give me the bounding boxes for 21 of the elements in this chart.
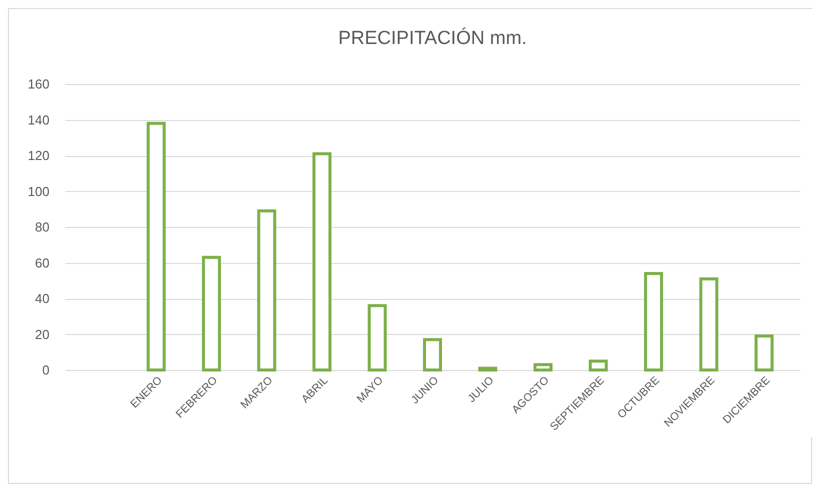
bar <box>368 304 387 372</box>
y-tick-label: 80 <box>35 220 50 234</box>
y-tick-label: 40 <box>35 291 50 306</box>
bar <box>312 152 332 372</box>
bar <box>146 122 166 372</box>
bar <box>534 363 553 372</box>
y-tick-label: 60 <box>35 255 50 270</box>
bar <box>754 334 774 372</box>
y-tick-label: 140 <box>28 112 50 128</box>
y-tick-label: 0 <box>42 362 50 378</box>
y-tick-label: 20 <box>35 326 50 342</box>
bar <box>202 256 221 372</box>
bar <box>644 272 664 372</box>
bar <box>423 338 442 372</box>
y-tick-label: 160 <box>28 76 50 92</box>
bar <box>588 360 608 372</box>
bar <box>699 277 718 372</box>
chart-title: PRECIPITACIÓN mm. <box>338 27 527 49</box>
bar <box>257 209 276 372</box>
y-tick-label: 120 <box>28 148 50 163</box>
y-tick-label: 100 <box>28 184 50 199</box>
